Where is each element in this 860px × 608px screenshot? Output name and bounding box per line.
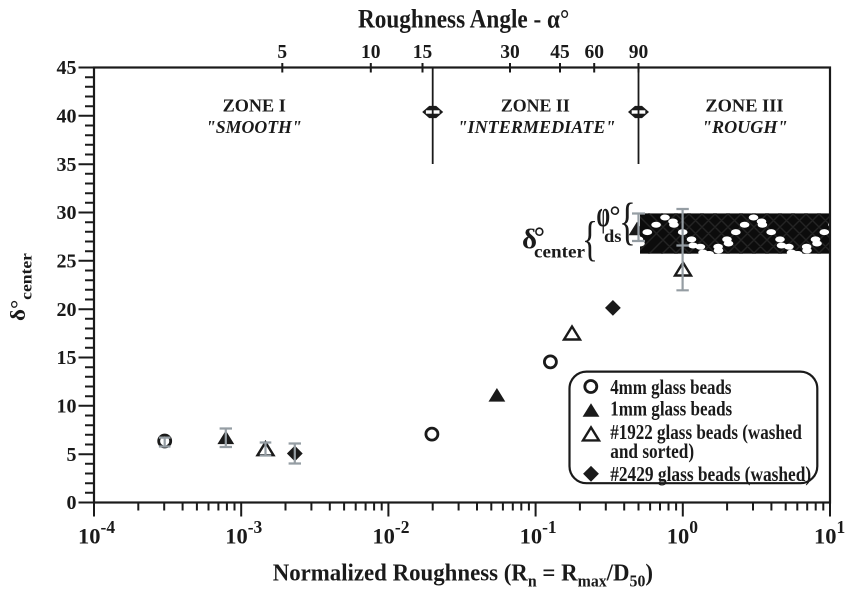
svg-text:40: 40: [57, 105, 77, 127]
svg-text:{: {: [619, 193, 636, 250]
svg-text:°: °: [534, 223, 545, 254]
svg-text:35: 35: [57, 154, 77, 176]
svg-text:30: 30: [57, 202, 77, 224]
svg-text:#2429 glass beads (washed): #2429 glass beads (washed): [610, 462, 811, 486]
svg-text:and sorted): and sorted): [610, 439, 694, 463]
svg-text:90: 90: [629, 42, 649, 63]
svg-text:Normalized Roughness (Rn = Rma: Normalized Roughness (Rn = Rmax/D50): [273, 560, 653, 591]
svg-text:45: 45: [57, 57, 77, 79]
svg-text:ZONE II: ZONE II: [501, 95, 570, 115]
svg-text:ZONE III: ZONE III: [705, 95, 783, 115]
svg-text:10: 10: [361, 42, 381, 63]
svg-text:°: °: [609, 202, 620, 233]
svg-text:5: 5: [67, 444, 77, 466]
svg-text:15: 15: [57, 347, 77, 369]
svg-text:45: 45: [550, 42, 570, 63]
svg-text:ZONE I: ZONE I: [223, 95, 286, 115]
svg-text:φ: φ: [597, 194, 611, 234]
svg-text:{: {: [582, 213, 598, 267]
svg-text:10: 10: [57, 395, 77, 417]
svg-text:ds: ds: [604, 226, 622, 246]
svg-text:#1922 glass beads (washed: #1922 glass beads (washed: [610, 420, 802, 444]
svg-text:60: 60: [584, 42, 604, 63]
svg-text:25: 25: [57, 250, 77, 272]
svg-text:Roughness Angle - α°: Roughness Angle - α°: [358, 4, 569, 33]
svg-text:20: 20: [57, 299, 77, 321]
svg-text:"INTERMEDIATE": "INTERMEDIATE": [458, 117, 616, 137]
svg-text:30: 30: [500, 42, 520, 63]
svg-text:15: 15: [413, 42, 433, 63]
svg-text:1mm glass beads: 1mm glass beads: [610, 397, 732, 421]
svg-text:δ: δ: [522, 224, 537, 254]
svg-text:"SMOOTH": "SMOOTH": [206, 117, 302, 137]
svg-text:5: 5: [277, 42, 287, 63]
svg-text:"ROUGH": "ROUGH": [702, 117, 788, 137]
svg-text:4mm glass beads: 4mm glass beads: [610, 375, 731, 399]
svg-text:0: 0: [67, 492, 77, 514]
svg-text:center: center: [534, 242, 585, 262]
